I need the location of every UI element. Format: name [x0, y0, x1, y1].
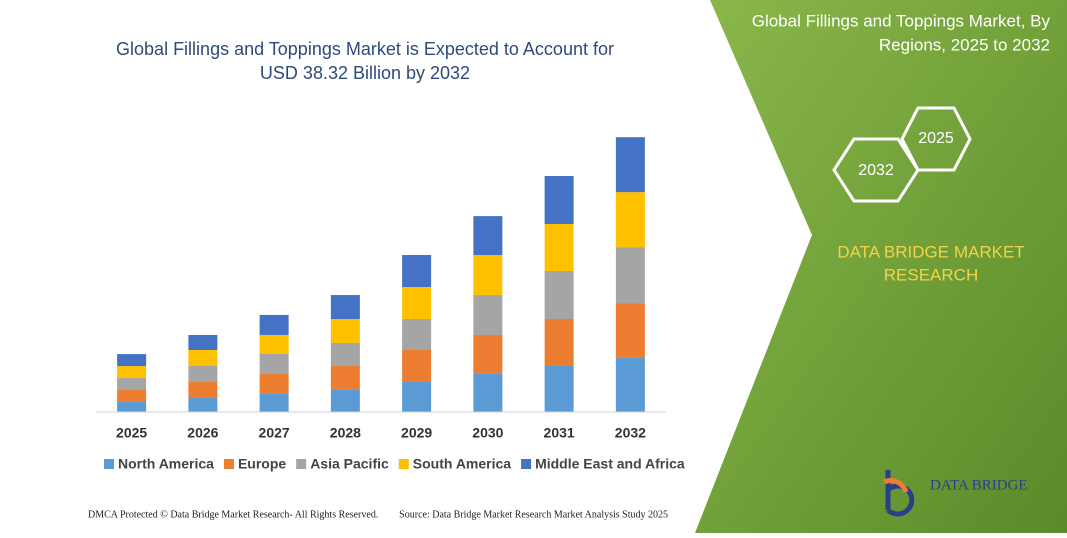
- legend-swatch: [104, 459, 114, 469]
- bar-segment: [188, 335, 218, 351]
- bar-segment: [473, 335, 503, 374]
- bar-segment: [544, 319, 574, 367]
- bar-segment: [402, 319, 432, 351]
- bar-segment: [117, 402, 147, 412]
- logo-text: DATA BRIDGE: [930, 477, 1028, 493]
- bar-segment: [259, 314, 289, 335]
- legend-swatch: [296, 459, 307, 469]
- bar-segment: [188, 366, 218, 383]
- bar-segment: [473, 373, 503, 412]
- bar-segment: [259, 334, 289, 354]
- bar-segment: [402, 287, 432, 320]
- hexagon: [900, 106, 972, 172]
- bar-segment: [188, 350, 218, 367]
- hex-label: 2025: [918, 130, 954, 147]
- legend-label: Asia Pacific: [310, 456, 389, 472]
- x-tick-label: 2026: [187, 425, 218, 441]
- legend-label: North America: [118, 456, 214, 472]
- bar-segment: [402, 382, 432, 412]
- bar-segment: [259, 393, 289, 412]
- legend-label: Europe: [238, 456, 286, 472]
- bar-segment: [544, 366, 574, 412]
- logo-icon: [882, 478, 909, 493]
- bar-segment: [117, 354, 147, 367]
- panel-title: Global Fillings and Toppings Market, By: [752, 11, 1051, 30]
- bar-segment: [117, 366, 147, 379]
- bar-segment: [188, 398, 218, 412]
- bar-segment: [615, 247, 645, 304]
- bar-segment: [402, 255, 432, 288]
- bar-segment: [117, 378, 147, 391]
- legend-swatch: [223, 459, 234, 469]
- bar-segment: [259, 373, 289, 394]
- legend-label: South America: [413, 456, 511, 472]
- brand: DATA BRIDGE MARKET: [837, 242, 1024, 261]
- bar-segment: [188, 382, 218, 399]
- x-tick-label: 2031: [544, 425, 575, 441]
- bar-segment: [615, 137, 645, 193]
- footer-right: Source: Data Bridge Market Research Mark…: [399, 509, 668, 520]
- footer-left: DMCA Protected © Data Bridge Market Rese…: [88, 509, 378, 520]
- hex-label: 2032: [858, 162, 894, 179]
- bar-segment: [402, 350, 432, 383]
- side-panel: [695, 0, 1067, 533]
- bar-segment: [544, 271, 574, 320]
- bar-segment: [615, 303, 645, 359]
- legend-swatch: [398, 459, 409, 469]
- bar-segment: [473, 255, 503, 296]
- bar-segment: [615, 358, 645, 412]
- bar-segment: [259, 353, 289, 374]
- legend-label: Middle East and Africa: [535, 456, 685, 472]
- chart-title: USD 38.32 Billion by 2032: [260, 63, 470, 83]
- bar-segment: [473, 295, 503, 336]
- bar-segment: [473, 216, 503, 256]
- chart-title: Global Fillings and Toppings Market is E…: [116, 39, 614, 59]
- x-tick-label: 2030: [472, 425, 503, 441]
- hexagon: [832, 137, 920, 203]
- x-tick-label: 2029: [401, 425, 432, 441]
- x-tick-label: 2028: [330, 425, 361, 441]
- bar-segment: [544, 224, 574, 272]
- bar-segment: [330, 295, 360, 320]
- bar-segment: [615, 192, 645, 248]
- logo-icon: [885, 470, 915, 517]
- brand: RESEARCH: [884, 265, 978, 284]
- bar-segment: [330, 366, 360, 390]
- bar-segment: [330, 389, 360, 412]
- x-tick-label: 2032: [615, 425, 646, 441]
- bar-segment: [544, 176, 574, 225]
- bar-segment: [330, 319, 360, 343]
- legend-swatch: [521, 459, 532, 469]
- bar-segment: [330, 342, 360, 367]
- bar-segment: [117, 390, 147, 403]
- x-tick-label: 2025: [116, 425, 147, 441]
- panel-title: Regions, 2025 to 2032: [879, 35, 1050, 54]
- x-tick-label: 2027: [259, 425, 290, 441]
